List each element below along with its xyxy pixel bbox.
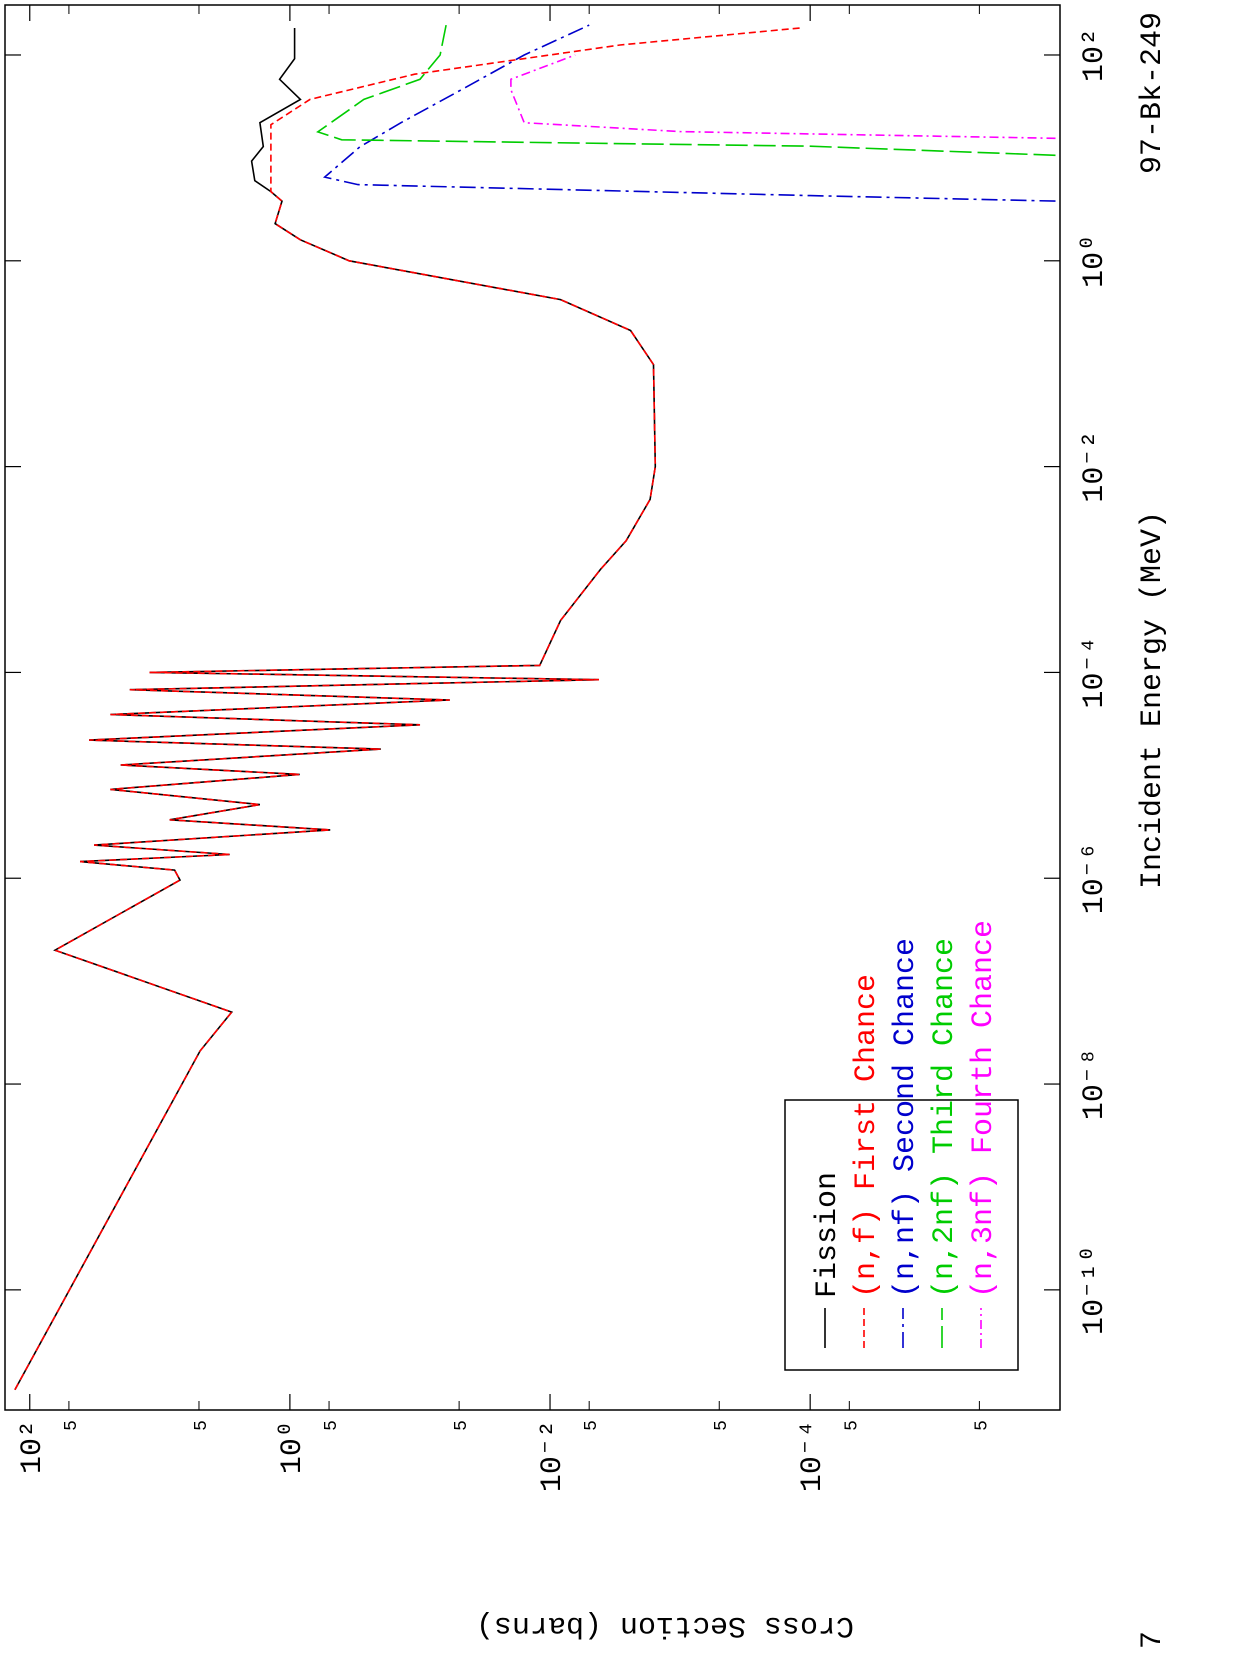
y-minor-tick-label: 5 [712,1420,732,1431]
legend-label: (n,2nf) Third Chance [928,938,962,1298]
y-minor-tick-label: 5 [582,1420,602,1431]
x-tick-label: 10⁻⁸ [1078,1048,1112,1120]
y-minor-tick-label: 5 [452,1420,472,1431]
legend-box [784,1099,1019,1371]
y-tick-label: 10⁻² [536,1420,570,1492]
x-tick-label: 10⁻⁶ [1078,842,1112,914]
y-axis-label: Cross Section (barns) [476,1608,854,1642]
series-line [322,24,1056,202]
y-tick-label: 10⁰ [276,1420,310,1474]
plot-frame [4,4,1061,1411]
x-tick-label: 10⁻² [1078,431,1112,503]
series-line [14,27,800,1391]
x-tick-label: 10⁻⁴ [1078,636,1112,708]
y-minor-tick-label: 5 [842,1420,862,1431]
y-tick-label: 10² [16,1420,50,1474]
x-tick-label: 10² [1078,28,1112,82]
legend-label: (n,f) First Chance [850,974,884,1298]
x-tick-label: 10⁻¹⁰ [1078,1245,1112,1335]
y-minor-tick-label: 5 [322,1420,342,1431]
series-line [510,54,1056,140]
x-tick-label: 10⁰ [1078,234,1112,288]
isotope-label: 97-Bk-249 [1136,12,1170,174]
y-minor-tick-label: 5 [192,1420,212,1431]
y-tick-label: 10⁻⁴ [796,1420,830,1492]
legend-label: (n,3nf) Fourth Chance [967,920,1001,1298]
legend-label: (n,nf) Second Chance [889,938,923,1298]
corner-label: 7 [1136,1631,1170,1649]
series-line [316,24,1056,157]
legend-label: Fission [811,1172,845,1298]
y-minor-tick-label: 5 [972,1420,992,1431]
rotated-plot: Incident Energy (MeV) 97-Bk-249 7 Cross … [4,4,1170,1649]
x-axis-label: Incident Energy (MeV) [1136,511,1170,889]
y-minor-tick-label: 5 [62,1420,82,1431]
series-line [14,28,657,1391]
